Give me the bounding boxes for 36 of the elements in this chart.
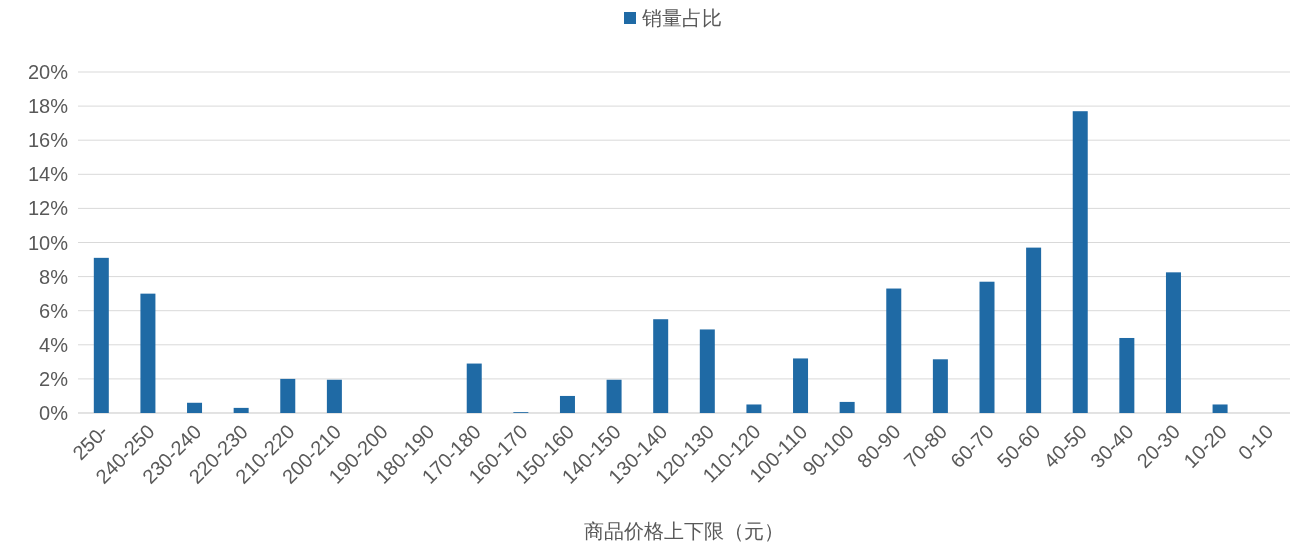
bar [653,319,669,413]
bar [979,281,995,413]
bar [1119,337,1135,413]
y-tick-label: 2% [39,367,69,390]
bar [1072,111,1088,413]
y-tick-label: 10% [27,231,69,254]
bar [326,379,342,413]
bar [839,401,855,413]
bar [699,329,715,413]
bar [466,363,482,413]
bar [606,379,622,413]
y-tick-label: 16% [27,129,69,152]
y-tick-label: 0% [39,402,69,424]
bar [886,288,902,413]
y-tick-label: 6% [39,299,69,322]
bar [793,358,809,413]
bar [233,407,249,413]
bar [1165,272,1181,413]
x-tick-label: 0-10 [1233,420,1278,465]
bar [1026,247,1042,413]
y-tick-label: 18% [27,95,69,118]
bar [140,293,156,413]
bar [559,395,575,413]
bar [746,404,762,413]
bar [1212,404,1228,413]
legend-label: 销量占比 [641,7,722,29]
bar [932,359,948,413]
bar [280,378,296,413]
y-tick-label: 8% [39,265,69,288]
y-tick-label: 12% [27,197,69,220]
y-tick-label: 20% [27,61,69,83]
y-tick-label: 4% [39,333,69,356]
bar [93,257,109,413]
x-axis-title: 商品价格上下限（元） [584,520,784,542]
bar [187,402,203,413]
y-tick-label: 14% [27,163,69,186]
